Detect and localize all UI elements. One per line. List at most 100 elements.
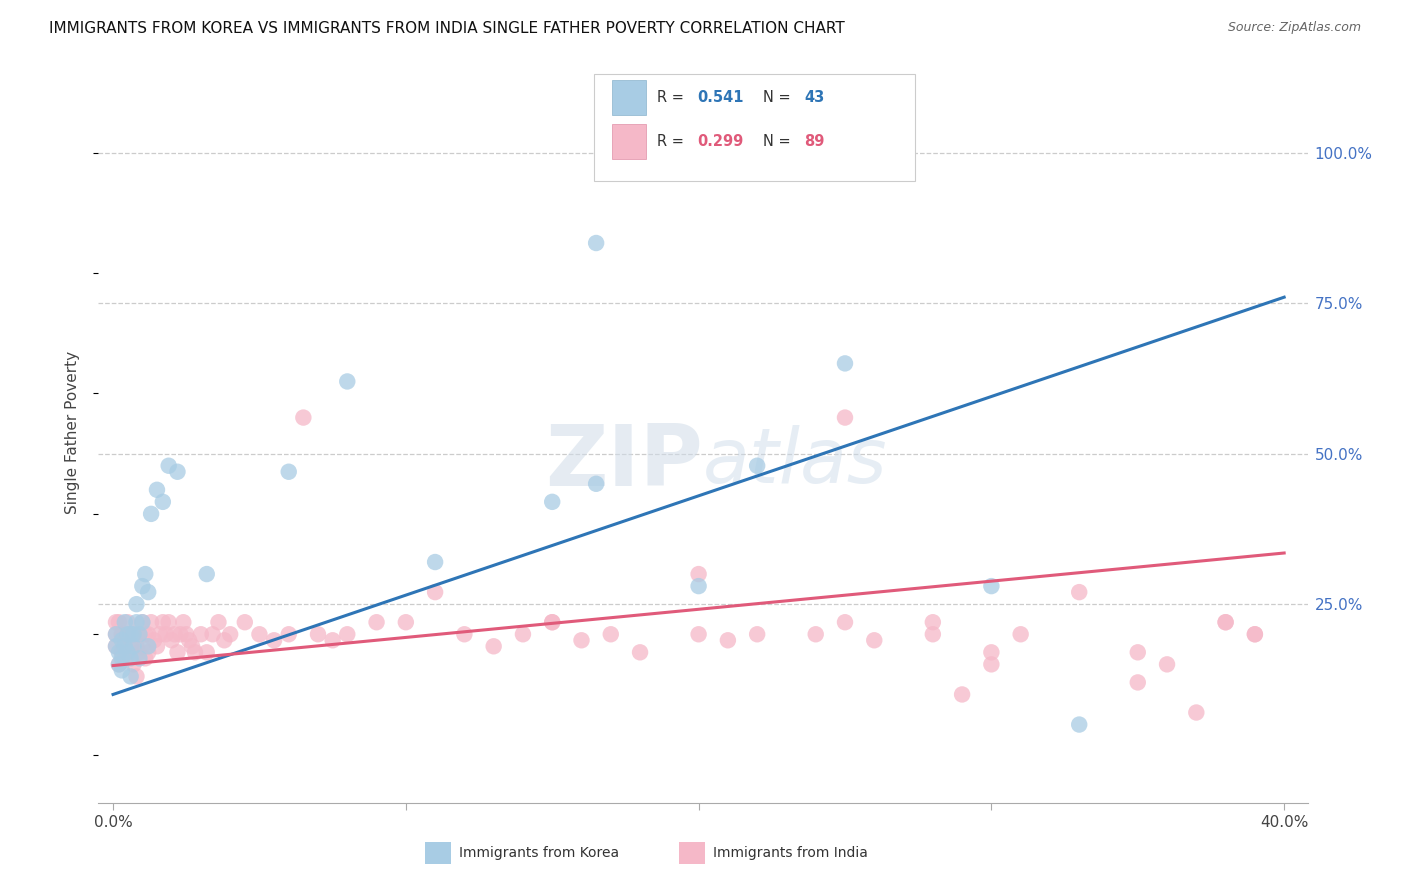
Point [207,615,229,630]
Point [104,627,127,641]
Point [541,615,564,630]
Point [117,627,139,641]
Text: IMMIGRANTS FROM KOREA VS IMMIGRANTS FROM INDIA SINGLE FATHER POVERTY CORRELATION: IMMIGRANTS FROM KOREA VS IMMIGRANTS FROM… [49,21,845,36]
Point [131,640,153,654]
Point [628,645,651,659]
Point [117,627,139,641]
Point [125,669,148,683]
Point [980,579,1002,593]
Point [1215,615,1237,630]
Point [688,579,710,593]
Point [152,495,174,509]
Text: Immigrants from Korea: Immigrants from Korea [458,847,619,860]
Point [111,664,134,678]
Point [950,688,973,702]
Point [277,465,299,479]
Point [149,627,172,641]
Text: ZIP: ZIP [546,421,703,504]
Point [122,640,145,654]
Point [834,410,856,425]
Point [980,645,1002,659]
Point [108,615,131,630]
Point [128,627,150,641]
Point [111,651,134,665]
Point [139,507,162,521]
Text: N =: N = [763,90,796,105]
Point [104,640,127,654]
Point [834,356,856,370]
Point [184,645,207,659]
Point [263,633,285,648]
Point [571,633,593,648]
Text: R =: R = [657,90,689,105]
Point [134,627,156,641]
Point [114,640,136,654]
Point [1156,657,1178,672]
Point [423,585,446,599]
Point [688,567,710,582]
Text: 43: 43 [804,90,825,105]
Point [747,627,769,641]
Point [541,615,564,630]
FancyBboxPatch shape [613,79,647,115]
Text: atlas: atlas [703,425,887,500]
Point [688,627,710,641]
Point [104,615,127,630]
Point [125,615,148,630]
Point [1069,717,1091,731]
Point [128,651,150,665]
Point [249,627,271,641]
FancyBboxPatch shape [425,842,451,864]
Point [146,640,169,654]
Point [195,645,218,659]
Point [157,458,180,473]
FancyBboxPatch shape [613,124,647,159]
Point [117,645,139,659]
Point [541,495,564,509]
Point [120,651,142,665]
Point [114,615,136,630]
Point [1126,675,1149,690]
Point [125,640,148,654]
Text: Immigrants from India: Immigrants from India [713,847,868,860]
Point [122,627,145,641]
Point [108,657,131,672]
Point [120,640,142,654]
Text: 0.541: 0.541 [697,90,744,105]
Point [1244,627,1267,641]
Point [134,567,156,582]
Point [169,627,191,641]
Point [482,640,505,654]
Point [157,615,180,630]
Point [152,615,174,630]
Point [747,458,769,473]
Point [111,645,134,659]
Point [1185,706,1208,720]
Point [166,645,188,659]
Point [128,645,150,659]
Point [108,645,131,659]
Point [423,555,446,569]
Point [136,640,159,654]
Point [233,615,256,630]
Point [512,627,534,641]
FancyBboxPatch shape [595,73,915,181]
Point [172,615,194,630]
Point [307,627,329,641]
Point [395,615,418,630]
Point [804,627,827,641]
Point [214,633,236,648]
Point [195,567,218,582]
Y-axis label: Single Father Poverty: Single Father Poverty [65,351,80,514]
Point [166,465,188,479]
Point [111,633,134,648]
Point [181,640,204,654]
Text: Source: ZipAtlas.com: Source: ZipAtlas.com [1227,21,1361,34]
Point [366,615,388,630]
Point [125,597,148,611]
Point [190,627,212,641]
Point [585,235,607,250]
Point [322,633,344,648]
Point [863,633,886,648]
Point [104,627,127,641]
